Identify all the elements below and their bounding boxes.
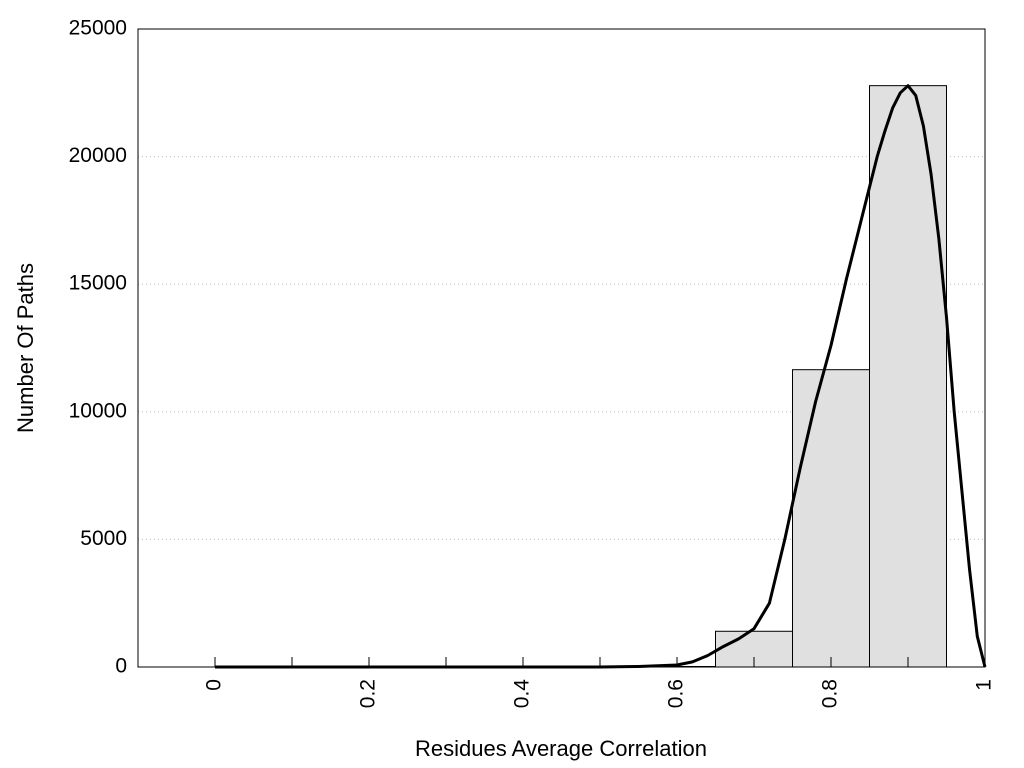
- x-tick-label: 1: [973, 679, 996, 691]
- y-axis-label: Number Of Paths: [13, 263, 38, 433]
- y-tick-label: 0: [115, 655, 127, 678]
- x-tick-label: 0.8: [819, 679, 842, 708]
- histogram-bars: [215, 85, 947, 668]
- y-tick-label: 25000: [69, 17, 127, 40]
- x-axis-label: Residues Average Correlation: [415, 736, 707, 761]
- fit-curve: [215, 84, 987, 669]
- y-tick-label: 15000: [69, 272, 127, 295]
- x-tick-label: 0.6: [665, 679, 688, 708]
- y-tick-label: 10000: [69, 399, 127, 422]
- histogram-bar: [869, 85, 947, 668]
- y-tick-label: 20000: [69, 144, 127, 167]
- axis-ticks: 0 0.2 0.4 0.6 0.8 1 0 5000 10000 15000 20000 25000: [69, 17, 996, 709]
- y-tick-label: 5000: [80, 527, 127, 550]
- plot-frame: [137, 28, 986, 668]
- x-tick-label: 0: [203, 679, 226, 691]
- histogram-bar: [792, 369, 870, 668]
- fit-curve-layer: [215, 84, 987, 669]
- x-tick-label: 0.2: [357, 679, 380, 708]
- x-tick-label: 0.4: [511, 679, 534, 709]
